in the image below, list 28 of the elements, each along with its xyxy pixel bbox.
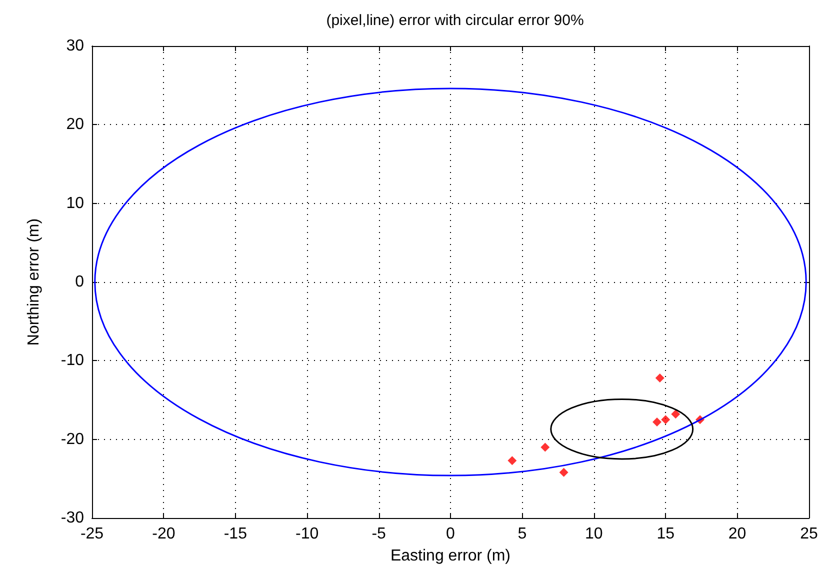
x-tick-label: 20: [728, 526, 746, 542]
y-tick-label: -30: [60, 510, 84, 526]
y-tick-label: 10: [66, 194, 84, 212]
x-tick-label: 25: [800, 526, 818, 542]
point: [655, 373, 664, 382]
y-axis-title: Northing error (m): [26, 218, 42, 346]
x-axis-title: Easting error (m): [390, 548, 511, 564]
x-tick-label: -20: [152, 526, 176, 542]
y-tick-label: 30: [66, 38, 84, 54]
x-tick-label: -15: [224, 526, 248, 542]
y-tick-label: 20: [66, 116, 84, 134]
x-tick-label: -5: [372, 526, 386, 542]
chart-title: (pixel,line) error with circular error 90%: [326, 12, 584, 29]
point: [661, 415, 670, 424]
y-tick-label: -20: [60, 430, 84, 448]
y-tick-label: 0: [75, 274, 84, 290]
point: [508, 456, 517, 466]
point: [559, 468, 568, 477]
point: [540, 442, 550, 452]
y-tick-label: -10: [60, 352, 84, 370]
x-tick-label: 15: [656, 526, 675, 542]
x-tick-label: 10: [585, 526, 603, 542]
point: [652, 418, 662, 427]
x-tick-label: -25: [80, 526, 104, 542]
point: [671, 410, 680, 419]
x-tick-label: -10: [296, 526, 319, 542]
x-tick-label: 0: [446, 526, 456, 542]
x-tick-label: 5: [518, 526, 527, 542]
